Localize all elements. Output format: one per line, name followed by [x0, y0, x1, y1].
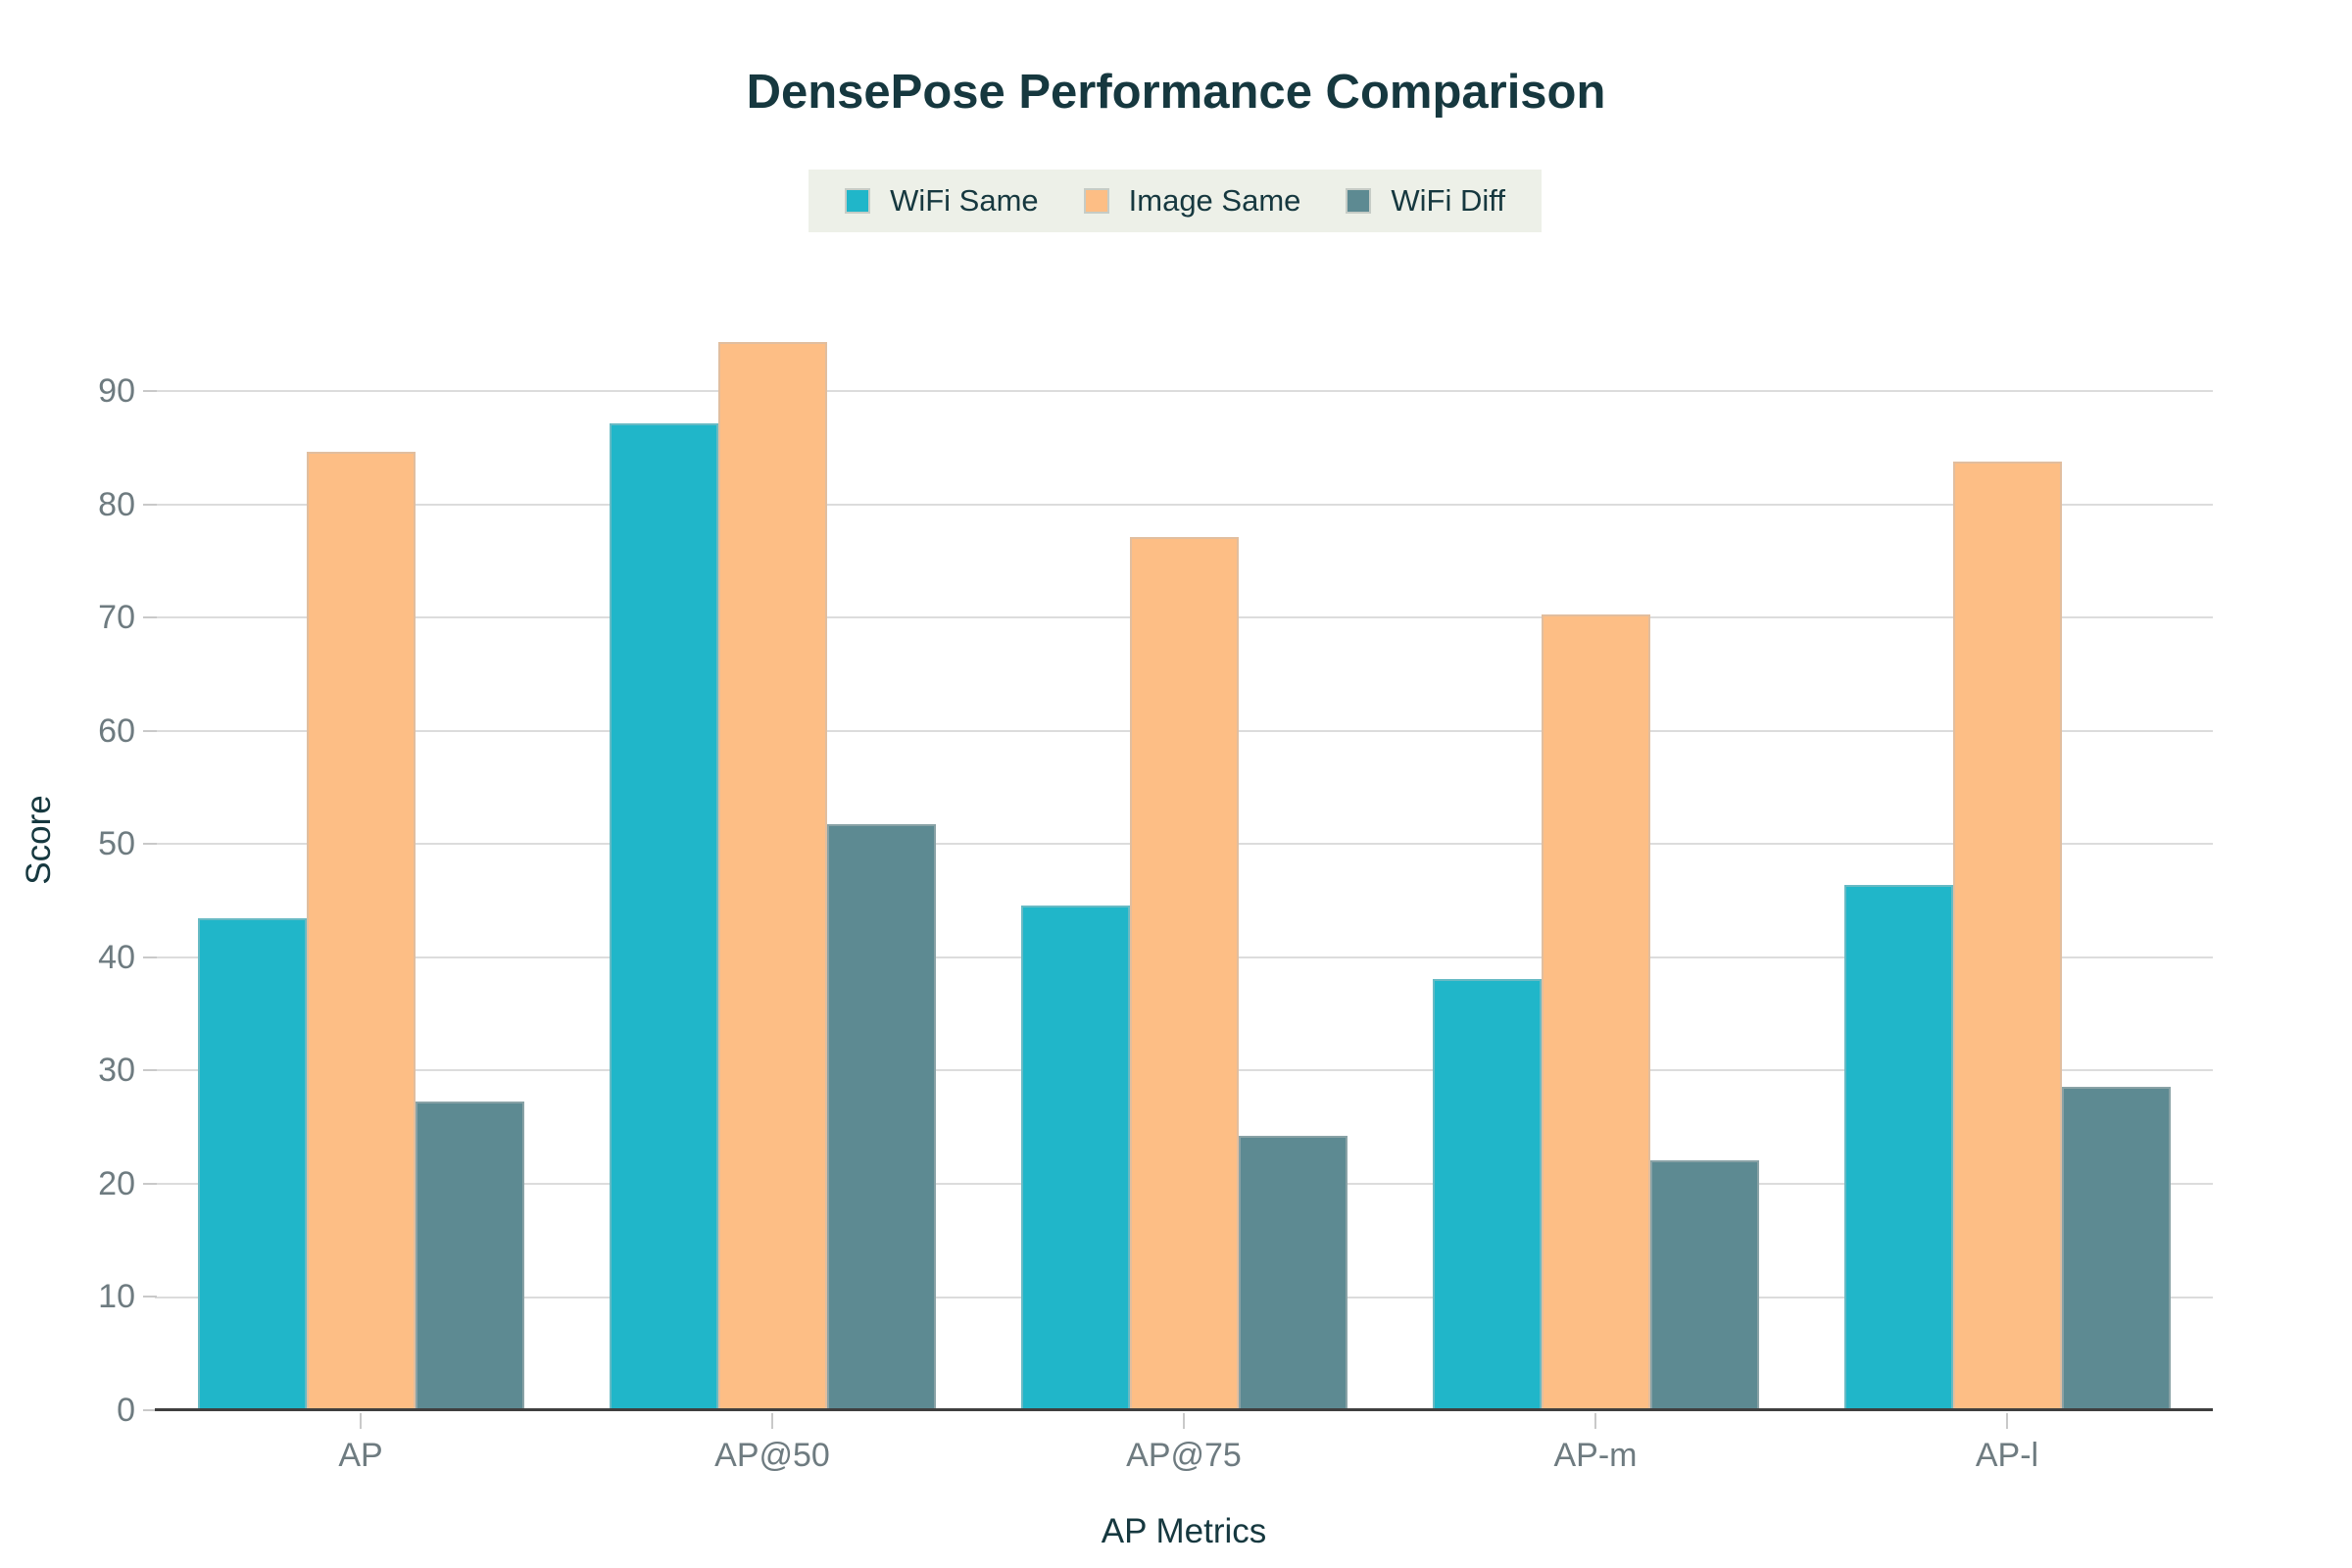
bar-wifi-diff-ap-50 [826, 823, 936, 1410]
bar-wifi-same-ap [197, 917, 307, 1410]
x-tick-label-ap: AP [338, 1437, 383, 1474]
x-tick-label-ap-50: AP@50 [714, 1437, 830, 1474]
y-tick-label-10: 10 [98, 1278, 135, 1316]
legend-label-wifi-diff: WiFi Diff [1391, 183, 1505, 218]
x-tick-label-ap-l: AP-l [1975, 1437, 2039, 1474]
legend: WiFi Same Image Same WiFi Diff [808, 170, 1542, 232]
bar-wifi-diff-ap-m [1649, 1159, 1759, 1410]
legend-swatch-image-same [1083, 188, 1109, 214]
legend-swatch-wifi-diff [1346, 188, 1372, 214]
y-tick-label-60: 60 [98, 711, 135, 750]
y-tick-mark-40 [143, 956, 157, 958]
legend-swatch-wifi-same [845, 188, 871, 214]
y-tick-label-90: 90 [98, 372, 135, 411]
bar-wifi-same-ap-l [1843, 885, 1953, 1410]
y-tick-label-70: 70 [98, 599, 135, 637]
bar-image-same-ap-75 [1129, 537, 1239, 1410]
bar-image-same-ap-m [1541, 613, 1650, 1410]
bar-wifi-same-ap-75 [1020, 905, 1130, 1410]
x-axis-line [155, 1408, 2213, 1411]
legend-label-wifi-same: WiFi Same [890, 183, 1039, 218]
y-tick-mark-10 [143, 1296, 157, 1298]
bar-image-same-ap-50 [717, 341, 827, 1410]
y-tick-mark-20 [143, 1182, 157, 1185]
y-tick-mark-70 [143, 616, 157, 619]
y-tick-label-40: 40 [98, 938, 135, 976]
x-axis-title: AP Metrics [1101, 1512, 1267, 1550]
x-tick-mark-ap-75 [1183, 1413, 1185, 1429]
y-tick-mark-0 [143, 1409, 157, 1411]
y-tick-mark-50 [143, 843, 157, 846]
legend-item-image-same: Image Same [1083, 183, 1301, 219]
gridline-y80 [155, 503, 2213, 506]
y-tick-mark-30 [143, 1069, 157, 1072]
y-tick-mark-90 [143, 390, 157, 393]
y-tick-mark-60 [143, 729, 157, 732]
chart-title: DensePose Performance Comparison [746, 66, 1606, 119]
legend-item-wifi-diff: WiFi Diff [1346, 183, 1505, 219]
plot-area [155, 265, 2213, 1410]
x-tick-mark-ap-l [2006, 1413, 2008, 1429]
bar-image-same-ap [306, 451, 416, 1410]
bar-image-same-ap-l [1952, 462, 2062, 1410]
x-tick-label-ap-m: AP-m [1553, 1437, 1638, 1474]
legend-label-image-same: Image Same [1128, 183, 1301, 218]
bar-wifi-diff-ap-75 [1238, 1136, 1348, 1410]
x-tick-mark-ap-m [1594, 1413, 1596, 1429]
bar-wifi-same-ap-m [1432, 978, 1542, 1410]
bar-wifi-same-ap-50 [609, 422, 718, 1410]
bar-wifi-diff-ap [415, 1101, 524, 1410]
legend-item-wifi-same: WiFi Same [845, 183, 1039, 219]
x-tick-mark-ap [360, 1413, 362, 1429]
y-tick-label-0: 0 [117, 1392, 135, 1429]
y-tick-label-80: 80 [98, 485, 135, 523]
y-tick-label-50: 50 [98, 825, 135, 863]
y-tick-mark-80 [143, 503, 157, 506]
x-tick-label-ap-75: AP@75 [1126, 1437, 1242, 1474]
gridline-y90 [155, 390, 2213, 393]
y-tick-label-20: 20 [98, 1164, 135, 1202]
x-tick-mark-ap-50 [771, 1413, 773, 1429]
bar-wifi-diff-ap-l [2061, 1086, 2171, 1410]
y-tick-label-30: 30 [98, 1052, 135, 1090]
